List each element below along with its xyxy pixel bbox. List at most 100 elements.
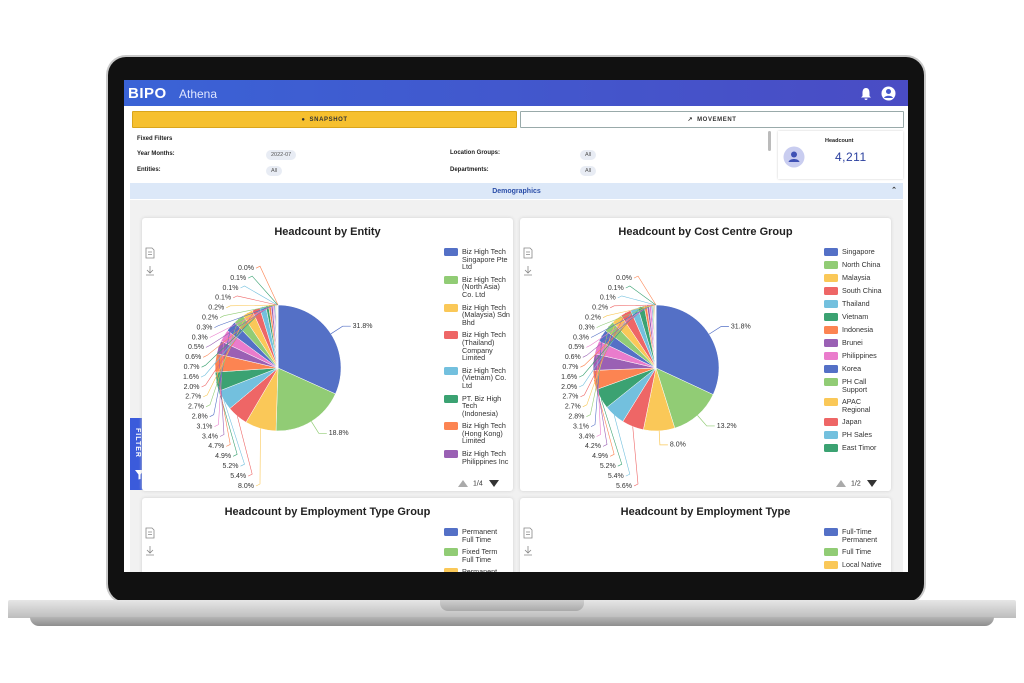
scrollbar[interactable] [768,131,771,151]
filters-title: Fixed Filters [137,136,173,142]
legend-item[interactable]: Biz High Tech Singapore Pte Ltd [444,248,510,271]
legend-label: Indonesia [842,325,874,334]
value-label: 0.1% [223,285,239,292]
export-icon[interactable] [523,527,533,539]
value-label: 0.6% [565,354,581,361]
pager-up[interactable] [458,480,468,487]
legend-item[interactable]: Full-Time Permanent [824,528,890,543]
legend-item[interactable]: PH Sales [824,431,890,440]
section-bar[interactable]: Demographics ⌃ [130,183,903,199]
legend-item[interactable]: Indonesia [824,326,890,334]
legend-item[interactable]: Singapore [824,248,890,256]
legend-item[interactable]: Brunei [824,339,890,347]
legend-item[interactable]: Full Time [824,548,890,557]
legend-item[interactable]: South China [824,287,890,295]
legend-item[interactable]: Vietnam [824,313,890,321]
legend-label: Japan [842,417,862,427]
legend-item[interactable]: Permanent [444,568,510,572]
legend-label: PH Call Support [842,377,868,394]
leader-line [590,304,652,338]
legend-item[interactable]: Malaysia [824,274,890,282]
bell-icon[interactable] [860,87,872,100]
download-icon[interactable] [524,546,532,556]
legend-item[interactable]: Biz High Tech (North Asia) Co. Ltd [444,276,510,299]
value-label: 2.0% [561,384,577,391]
leader-line [223,400,245,467]
legend-swatch [824,248,838,256]
legend-swatch [824,548,838,557]
filter-label: Year Months: [137,151,175,157]
value-label: 0.7% [562,364,578,371]
legend-swatch [824,398,838,407]
icon-shape [523,527,533,539]
legend-swatch [824,528,838,536]
legend-item[interactable]: Biz High Tech Philippines Inc [444,450,510,465]
legend-item[interactable]: Japan [824,417,890,427]
export-icon[interactable] [145,247,155,259]
snapshot-tab[interactable]: ● SNAPSHOT [132,111,517,128]
legend-item[interactable]: Thailand [824,300,890,308]
legend-item[interactable]: Biz High Tech (Vietnam) Co. Ltd [444,366,510,390]
legend-item[interactable]: East Timor [824,443,890,453]
value-label: 4.7% [208,443,224,450]
legend-item[interactable]: APAC Regional [824,398,890,413]
value-label: 0.3% [196,324,212,331]
chart-title: Headcount by Employment Type Group [225,506,431,518]
tab-label: MOVEMENT [697,116,737,123]
legend-item[interactable]: Korea [824,365,890,373]
value-label: 5.6% [616,483,632,490]
value-label: 0.1% [230,275,246,282]
legend-item[interactable]: Biz High Tech (Malaysia) Sdn Bhd [444,302,510,327]
filter-label: Entities: [137,167,161,173]
legend-label: Biz High Tech (Malaysia) Sdn Bhd [462,302,510,327]
legend-label: Korea [842,364,862,373]
download-icon[interactable] [146,266,154,276]
legend-item[interactable]: Fixed Term Full Time [444,548,510,563]
leader-line [311,421,327,434]
collapse-icon[interactable]: ⌃ [891,187,897,194]
filter-value[interactable]: All [580,166,597,176]
pager-down[interactable] [489,480,499,487]
filter-value[interactable]: 2022-07 [266,150,297,160]
export-icon[interactable] [523,247,533,259]
leader-line [205,318,239,408]
tab-label: SNAPSHOT [309,116,348,123]
pager-down[interactable] [867,480,877,487]
legend-item[interactable]: Biz High Tech (Thailand) Company Limited [444,331,510,361]
movement-tab[interactable]: ↗ MOVEMENT [520,111,904,128]
pager-up[interactable] [836,480,846,487]
download-icon[interactable] [146,546,154,556]
leader-line [214,304,275,328]
filter-value[interactable]: All [266,166,283,176]
legend-item[interactable]: PT. Biz High Tech (Indonesia) [444,394,510,418]
filter-value[interactable]: All [580,150,597,160]
download-icon[interactable] [524,266,532,276]
leader-line [596,304,654,328]
user-icon[interactable] [881,86,896,101]
value-label: 0.7% [184,364,200,371]
value-label: 4.9% [592,453,608,460]
legend-label: East Timor [842,443,877,453]
legend-item[interactable]: PH Call Support [824,378,890,393]
legend-label: APAC Regional [842,397,871,414]
legend-item[interactable]: North China [824,261,890,269]
legend-item[interactable]: Permanent Full Time [444,528,510,543]
leader-line [255,265,279,306]
legend-item[interactable]: Biz High Tech (Hong Kong) Limited [444,422,510,445]
legend-swatch [444,394,458,403]
leader-line [330,325,351,335]
legend-swatch [824,300,838,308]
value-label: 5.2% [223,463,239,470]
leader-line [214,362,231,447]
legend-label: Local Native [842,560,882,570]
legend-swatch [444,366,458,375]
laptop-base-edge [30,617,994,626]
legend-item[interactable]: Philippines [824,352,890,360]
legend-item[interactable]: Local Native [824,560,890,570]
value-label: 0.3% [579,324,595,331]
leader-line [219,304,276,318]
legend-swatch [824,352,838,360]
value-label: 0.2% [585,315,601,322]
export-icon[interactable] [145,527,155,539]
